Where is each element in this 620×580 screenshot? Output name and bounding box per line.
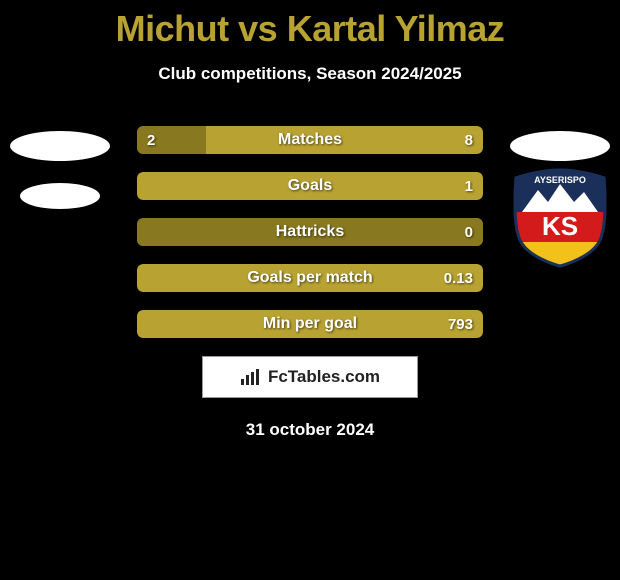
avatar-placeholder-icon [20,183,100,209]
bar-label: Min per goal [137,310,483,338]
subtitle: Club competitions, Season 2024/2025 [0,64,620,84]
stat-bar: Hattricks0 [137,218,483,246]
svg-text:KS: KS [542,211,578,241]
avatar-placeholder-icon [510,131,610,161]
comparison-panel: KS AYSERISPO Matches2 8 Goals1 Hattricks0 Go… [0,126,620,440]
shield-icon: KS AYSERISPO [510,168,610,268]
bar-value-right: 0.13 [444,264,473,292]
bar-value-right: 1 [465,172,473,200]
stat-bar: Goals per match0.13 [137,264,483,292]
date-text: 31 october 2024 [0,420,620,440]
stat-bars: Matches2 8 Goals1 Hattricks0 Goals per match… [137,126,483,338]
avatar-placeholder-icon [10,131,110,161]
club-badge: KS AYSERISPO [510,168,610,268]
bar-value-right: 8 [465,126,473,154]
player-left-avatar [10,111,110,211]
bar-value-left: 2 [147,126,155,154]
stat-bar: Goals1 [137,172,483,200]
svg-text:AYSERISPO: AYSERISPO [534,175,586,185]
bar-value-right: 793 [448,310,473,338]
stat-bar: Min per goal793 [137,310,483,338]
bar-label: Hattricks [137,218,483,246]
bar-label: Matches [137,126,483,154]
bar-value-right: 0 [465,218,473,246]
bar-label: Goals per match [137,264,483,292]
brand-text: FcTables.com [268,367,380,387]
bar-chart-icon [240,368,262,386]
bar-label: Goals [137,172,483,200]
page-title: Michut vs Kartal Yilmaz [0,0,620,50]
brand-badge: FcTables.com [202,356,418,398]
stat-bar: Matches2 8 [137,126,483,154]
